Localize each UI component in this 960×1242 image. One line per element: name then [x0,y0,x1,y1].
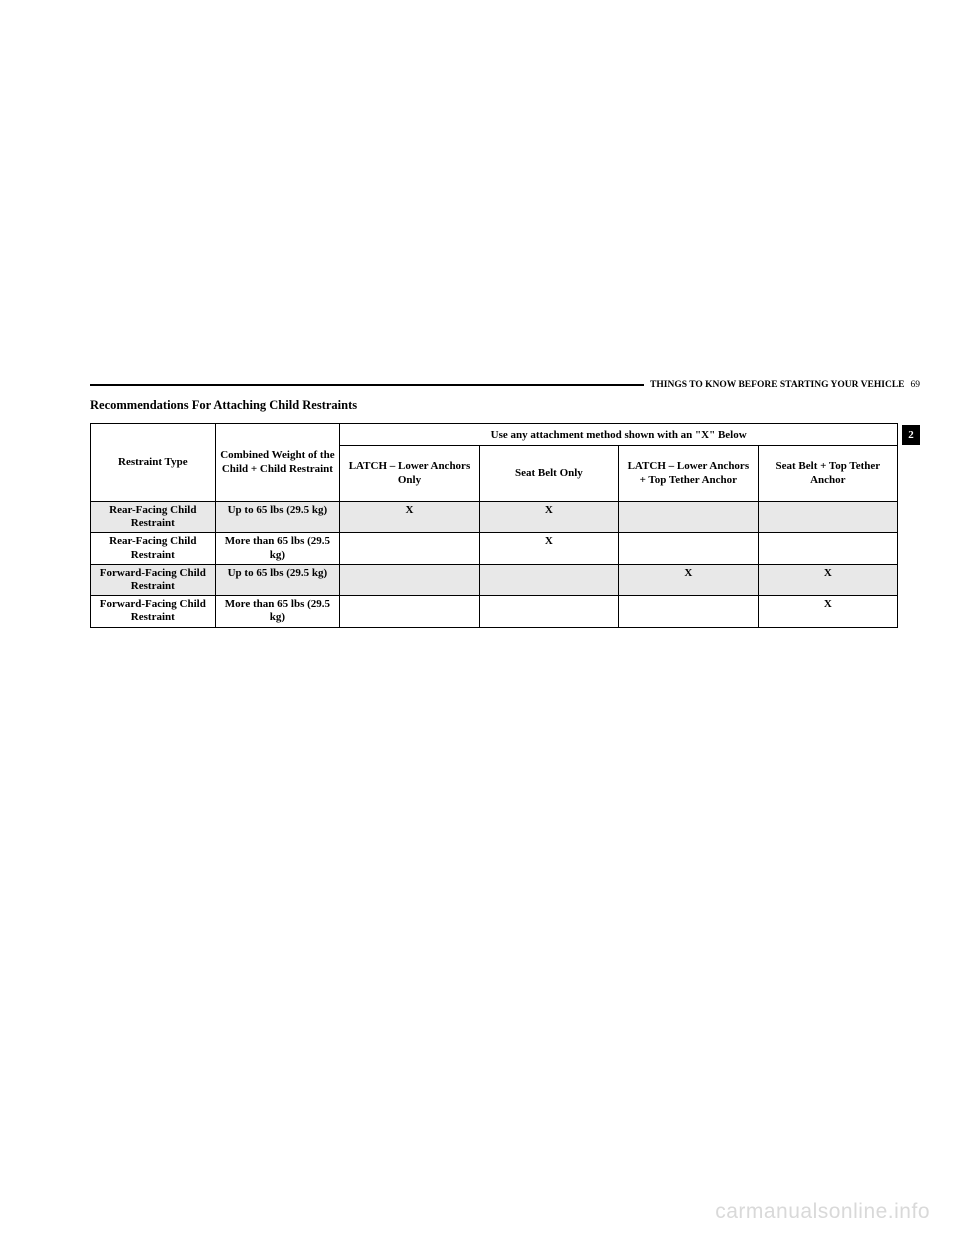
cell-latch-tether [619,596,758,627]
table-row: Forward-Facing Child Restraint Up to 65 … [91,564,898,595]
section-tab: 2 [902,425,920,445]
child-restraint-table: Restraint Type Combined Weight of the Ch… [90,423,898,628]
page-number: 69 [911,380,921,390]
cell-type: Forward-Facing Child Restraint [91,564,216,595]
table-row: Rear-Facing Child Restraint Up to 65 lbs… [91,502,898,533]
cell-type: Rear-Facing Child Restraint [91,533,216,564]
cell-seatbelt-tether: X [758,596,898,627]
cell-latch-tether: X [619,564,758,595]
table-body: Rear-Facing Child Restraint Up to 65 lbs… [91,502,898,628]
cell-latch-tether [619,502,758,533]
page-header: THINGS TO KNOW BEFORE STARTING YOUR VEHI… [90,380,920,390]
cell-seatbelt-only: X [479,533,618,564]
watermark: carmanualsonline.info [715,1200,930,1224]
cell-seatbelt-only [479,596,618,627]
cell-seatbelt-only: X [479,502,618,533]
col-latch-lower: LATCH – Lower Anchors Only [340,446,479,502]
cell-weight: Up to 65 lbs (29.5 kg) [215,502,340,533]
cell-type: Rear-Facing Child Restraint [91,502,216,533]
col-seatbelt-only: Seat Belt Only [479,446,618,502]
cell-weight: Up to 65 lbs (29.5 kg) [215,564,340,595]
cell-latch-lower: X [340,502,479,533]
cell-seatbelt-tether [758,533,898,564]
section-header-text: THINGS TO KNOW BEFORE STARTING YOUR VEHI… [650,380,904,390]
cell-seatbelt-only [479,564,618,595]
cell-seatbelt-tether [758,502,898,533]
cell-weight: More than 65 lbs (29.5 kg) [215,596,340,627]
table-row: Rear-Facing Child Restraint More than 65… [91,533,898,564]
cell-latch-lower [340,533,479,564]
col-restraint-type: Restraint Type [91,424,216,502]
header-rule [90,384,644,386]
section-title: Recommendations For Attaching Child Rest… [90,398,920,413]
cell-latch-tether [619,533,758,564]
col-seatbelt-tether: Seat Belt + Top Tether Anchor [758,446,898,502]
cell-seatbelt-tether: X [758,564,898,595]
table-row: Forward-Facing Child Restraint More than… [91,596,898,627]
cell-weight: More than 65 lbs (29.5 kg) [215,533,340,564]
cell-type: Forward-Facing Child Restraint [91,596,216,627]
cell-latch-lower [340,596,479,627]
col-combined-weight: Combined Weight of the Child + Child Res… [215,424,340,502]
col-latch-tether: LATCH – Lower Anchors + Top Tether Ancho… [619,446,758,502]
col-method-header: Use any attachment method shown with an … [340,424,898,446]
cell-latch-lower [340,564,479,595]
